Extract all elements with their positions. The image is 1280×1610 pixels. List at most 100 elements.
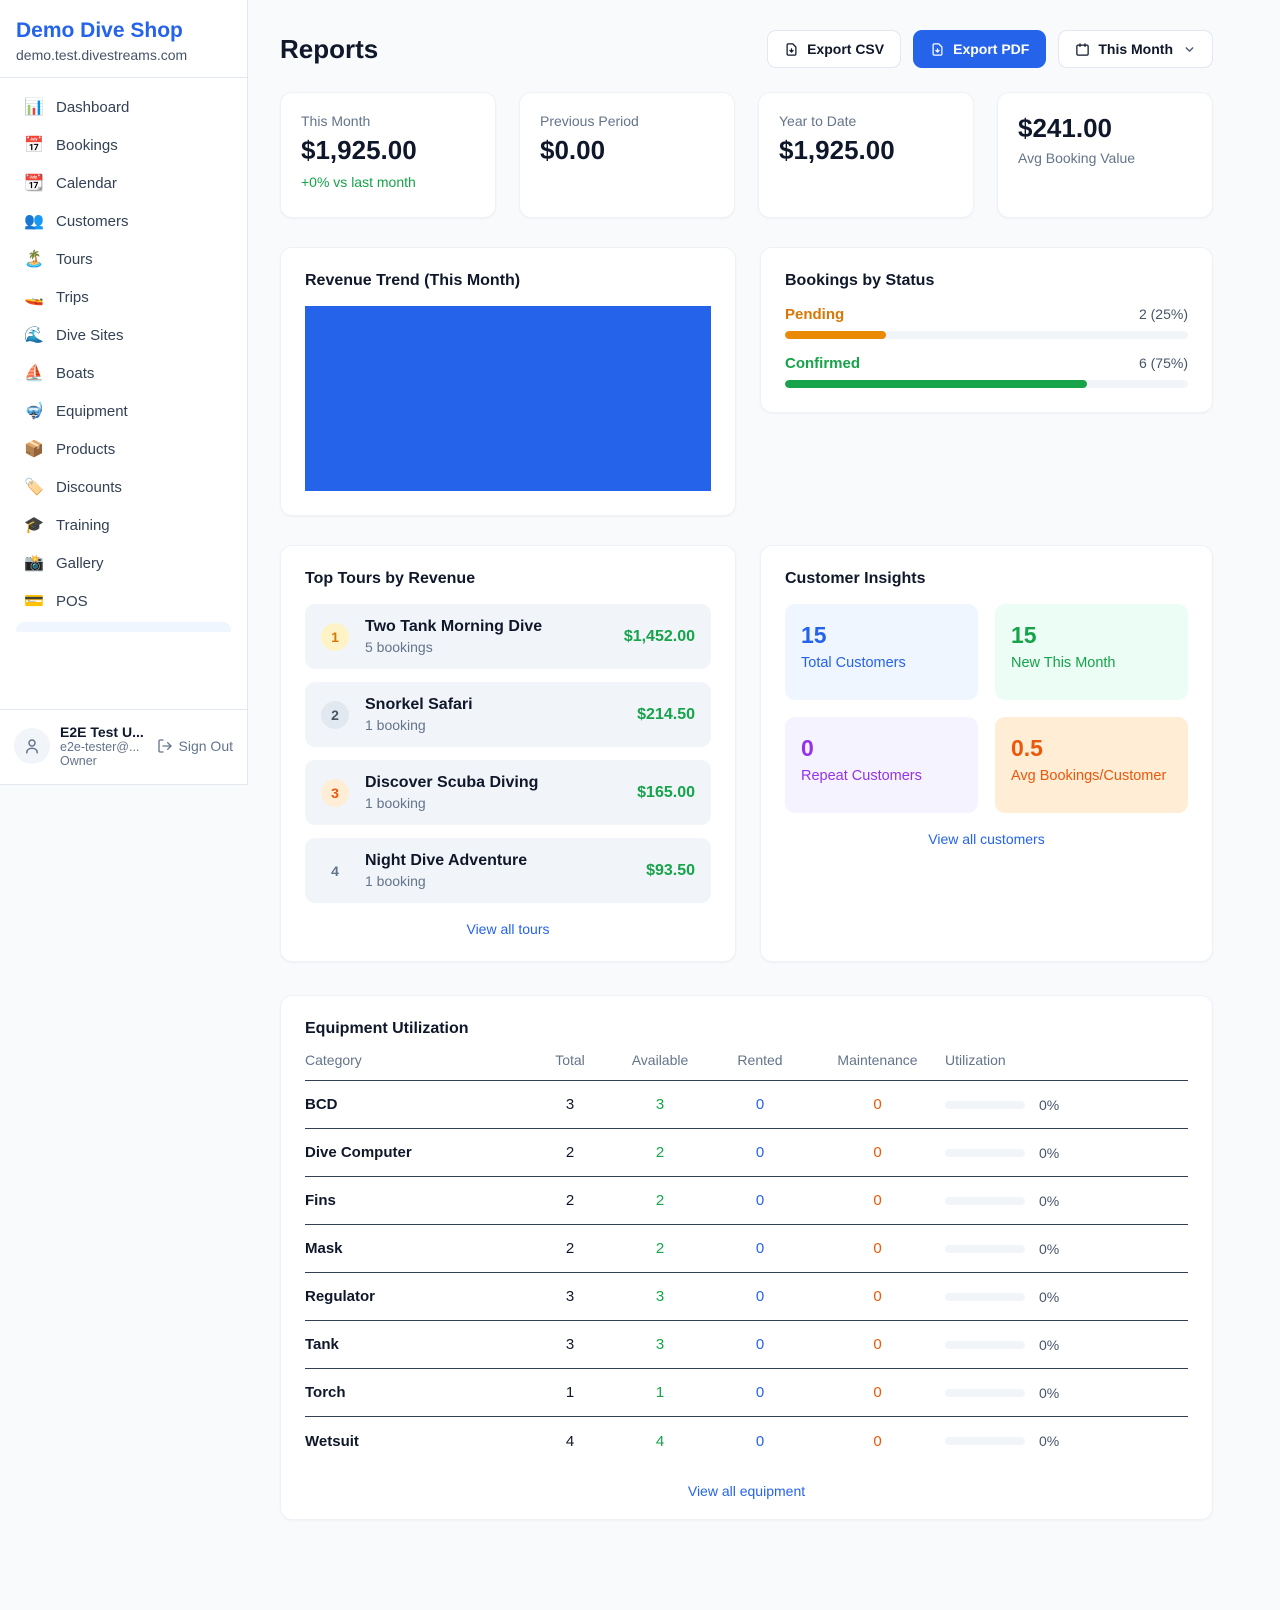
user-info: E2E Test U... e2e-tester@... Owner	[60, 724, 147, 768]
page-header: Reports Export CSV Export PDF	[280, 30, 1213, 68]
status-row-pending: Pending 2 (25%)	[785, 306, 1188, 339]
view-all-equipment-link[interactable]: View all equipment	[687, 1483, 806, 1499]
sidebar-item-products[interactable]: 📦 Products	[24, 440, 116, 459]
shop-name: Demo Dive Shop	[16, 19, 183, 42]
utilization-bar	[945, 1388, 1025, 1397]
tour-row[interactable]: 2 Snorkel Safari 1 booking $214.50	[305, 682, 711, 747]
wave-icon: 🌊	[24, 327, 44, 345]
diving-mask-icon: 🤿	[24, 403, 44, 421]
chevron-down-icon	[1185, 46, 1194, 52]
tour-row[interactable]: 1 Two Tank Morning Dive 5 bookings $1,45…	[305, 604, 711, 669]
sidebar-item-trips[interactable]: 🚤 Trips	[24, 288, 89, 307]
stat-year-to-date: Year to Date $1,925.00	[758, 92, 974, 218]
export-csv-button[interactable]: Export CSV	[767, 30, 902, 68]
confirmed-bar-track	[785, 380, 1188, 388]
stat-delta: +0% vs last month	[301, 174, 416, 190]
shop-subdomain: demo.test.divestreams.com	[16, 47, 188, 64]
app-layout: Demo Dive Shop demo.test.divestreams.com…	[0, 0, 1280, 1520]
sidebar-item-calendar[interactable]: 📆 Calendar	[24, 174, 117, 193]
equipment-table-header: Category Total Available Rented Maintena…	[305, 1052, 1188, 1081]
stat-cards: This Month $1,925.00 +0% vs last month P…	[280, 92, 1213, 218]
bookings-by-status-title: Bookings by Status	[785, 272, 935, 289]
tour-row[interactable]: 3 Discover Scuba Diving 1 booking $165.0…	[305, 760, 711, 825]
rank-badge: 2	[321, 700, 349, 729]
equipment-utilization-panel: Equipment Utilization Category Total Ava…	[280, 995, 1213, 1520]
graduation-cap-icon: 🎓	[24, 517, 44, 535]
utilization-bar	[945, 1100, 1025, 1109]
customer-insights-title: Customer Insights	[785, 570, 926, 587]
equipment-row-tank: Tank 3 3 0 0 0%	[305, 1321, 1188, 1369]
view-all-tours-link[interactable]: View all tours	[466, 921, 550, 937]
sidebar-item-discounts[interactable]: 🏷️ Discounts	[24, 478, 122, 497]
sidebar-item-gallery[interactable]: 📸 Gallery	[24, 554, 104, 573]
equipment-row-wetsuit: Wetsuit 4 4 0 0 0%	[305, 1432, 1060, 1450]
main-content: Reports Export CSV Export PDF	[248, 0, 1280, 1520]
top-tours-title: Top Tours by Revenue	[305, 570, 476, 587]
sidebar-item-dive-sites[interactable]: 🌊 Dive Sites	[24, 326, 124, 345]
sidebar-item-pos[interactable]: 💳 POS	[24, 592, 88, 611]
dashboard-icon: 📊	[24, 99, 44, 117]
logout-icon	[157, 739, 172, 753]
camera-icon: 📸	[24, 555, 44, 573]
user-icon	[26, 739, 38, 754]
rank-badge: 3	[321, 778, 349, 807]
user-name: E2E Test U...	[60, 724, 144, 740]
sailboat-icon: ⛵	[24, 365, 44, 383]
sidebar-item-training[interactable]: 🎓 Training	[24, 516, 110, 535]
page-title: Reports	[280, 33, 379, 64]
equipment-row-torch: Torch 1 1 0 0 0%	[305, 1369, 1188, 1417]
equipment-row-mask: Mask 2 2 0 0 0%	[305, 1225, 1188, 1273]
sidebar-item-dashboard[interactable]: 📊 Dashboard	[24, 98, 130, 117]
view-all-customers-link[interactable]: View all customers	[928, 831, 1045, 847]
sidebar-user-footer: E2E Test U... e2e-tester@... Owner Sign …	[0, 709, 247, 784]
sign-out-button[interactable]: Sign Out	[157, 738, 233, 754]
utilization-bar	[945, 1340, 1025, 1349]
customer-insights-panel: Customer Insights 15 Total Customers 15 …	[760, 545, 1213, 962]
utilization-bar	[945, 1148, 1025, 1157]
sidebar-item-customers[interactable]: 👥 Customers	[24, 212, 129, 231]
bookings-calendar-icon: 📅	[24, 137, 44, 155]
user-email: e2e-tester@...	[60, 740, 140, 754]
sidebar-nav: 📊 Dashboard 📅 Bookings 📆 Calendar 👥 Cust…	[0, 78, 247, 709]
export-pdf-button[interactable]: Export PDF	[913, 30, 1047, 68]
sidebar: Demo Dive Shop demo.test.divestreams.com…	[0, 0, 248, 785]
tag-icon: 🏷️	[24, 479, 44, 497]
tour-row[interactable]: 4 Night Dive Adventure 1 booking $93.50	[305, 838, 711, 903]
revenue-trend-panel: Revenue Trend (This Month)	[280, 247, 736, 516]
stat-avg-booking-value: $241.00 Avg Booking Value	[997, 92, 1213, 218]
utilization-bar	[945, 1244, 1025, 1253]
equipment-row-bcd: BCD 3 3 0 0 0%	[305, 1081, 1188, 1129]
brand: Demo Dive Shop demo.test.divestreams.com	[0, 0, 247, 79]
tile-total-customers: 15 Total Customers	[785, 604, 978, 700]
period-dropdown[interactable]: This Month	[1058, 30, 1213, 68]
stat-this-month: This Month $1,925.00 +0% vs last month	[280, 92, 496, 218]
credit-card-icon: 💳	[24, 593, 44, 611]
equipment-row-fins: Fins 2 2 0 0 0%	[305, 1177, 1188, 1225]
pending-bar-fill	[785, 331, 886, 339]
header-actions: Export CSV Export PDF This Month	[767, 30, 1213, 68]
equipment-row-regulator: Regulator 3 3 0 0 0%	[305, 1273, 1188, 1321]
status-row-confirmed: Confirmed 6 (75%)	[785, 355, 1188, 388]
confirmed-bar-fill	[785, 380, 1088, 388]
tile-new-this-month: 15 New This Month	[995, 604, 1188, 700]
equipment-row-dive-computer: Dive Computer 2 2 0 0 0%	[305, 1129, 1188, 1177]
speedboat-icon: 🚤	[24, 289, 44, 307]
user-role: Owner	[60, 754, 97, 768]
sidebar-item-tours[interactable]: 🏝️ Tours	[24, 250, 93, 269]
tile-repeat-customers: 0 Repeat Customers	[785, 717, 978, 813]
sidebar-item-bookings[interactable]: 📅 Bookings	[24, 136, 118, 155]
stat-previous-period: Previous Period $0.00	[519, 92, 735, 218]
utilization-bar	[945, 1196, 1025, 1205]
utilization-bar	[945, 1437, 1025, 1445]
customers-icon: 👥	[24, 213, 44, 231]
calendar-icon	[1076, 42, 1090, 56]
sidebar-item-boats[interactable]: ⛵ Boats	[24, 364, 95, 383]
island-icon: 🏝️	[24, 251, 44, 269]
rank-badge: 1	[321, 622, 349, 651]
pending-bar-track	[785, 331, 1188, 339]
sidebar-item-equipment[interactable]: 🤿 Equipment	[24, 402, 128, 421]
bookings-by-status-panel: Bookings by Status Pending 2 (25%) Confi…	[760, 247, 1213, 413]
revenue-trend-title: Revenue Trend (This Month)	[305, 272, 521, 289]
rank-badge: 4	[331, 862, 339, 879]
sidebar-item-reports-active[interactable]	[16, 622, 231, 633]
